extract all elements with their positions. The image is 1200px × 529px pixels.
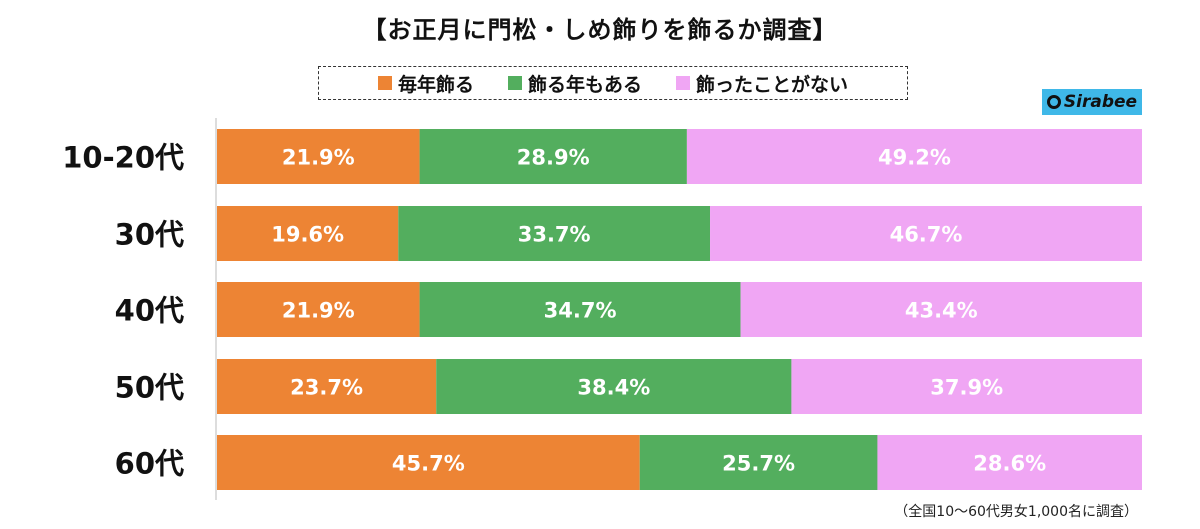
data-label: 23.7% xyxy=(290,376,363,400)
data-label: 49.2% xyxy=(878,146,951,170)
data-label: 38.4% xyxy=(577,376,650,400)
legend: 毎年飾る 飾る年もある 飾ったことがない xyxy=(318,66,908,100)
legend-swatch-some-years xyxy=(507,76,522,90)
data-label: 34.7% xyxy=(544,299,617,323)
bar-segment xyxy=(398,206,711,261)
data-label: 33.7% xyxy=(518,223,591,247)
data-label: 28.9% xyxy=(517,146,590,170)
category-label: 50代 xyxy=(115,371,184,405)
bar-segment xyxy=(419,129,687,184)
data-label: 21.9% xyxy=(282,146,355,170)
sirabee-logo-text: Sirabee xyxy=(1063,92,1138,112)
data-label: 21.9% xyxy=(282,299,355,323)
data-label: 25.7% xyxy=(722,452,795,476)
bar-segment xyxy=(217,435,640,490)
legend-item-every-year: 毎年飾る xyxy=(377,70,474,97)
category-label: 40代 xyxy=(115,294,184,328)
legend-item-some-years: 飾る年もある xyxy=(507,70,642,97)
bar-segment xyxy=(436,359,792,414)
bar-segment xyxy=(217,282,420,337)
category-label: 30代 xyxy=(115,218,184,252)
bar-segment xyxy=(419,282,741,337)
legend-swatch-never xyxy=(676,76,690,90)
data-label: 43.4% xyxy=(905,299,978,323)
bar-segment xyxy=(740,282,1142,337)
sirabee-logo: Sirabee xyxy=(1042,89,1142,115)
bar-segment xyxy=(791,359,1142,414)
legend-item-never: 飾ったことがない xyxy=(676,70,848,97)
data-label: 45.7% xyxy=(392,452,465,476)
legend-swatch-every-year xyxy=(377,76,392,90)
category-label: 60代 xyxy=(115,447,184,481)
bar-segment xyxy=(639,435,878,490)
data-label: 19.6% xyxy=(271,223,344,247)
bar-segment xyxy=(217,129,420,184)
sirabee-logo-icon xyxy=(1046,95,1061,109)
bar-segment xyxy=(217,206,399,261)
data-label: 28.6% xyxy=(973,452,1046,476)
legend-label-some-years: 飾る年もある xyxy=(527,73,642,96)
bar-segment xyxy=(686,129,1142,184)
legend-label-never: 飾ったことがない xyxy=(696,73,849,96)
bar-segment xyxy=(217,359,437,414)
data-label: 37.9% xyxy=(930,376,1003,400)
category-label: 10-20代 xyxy=(62,141,184,175)
data-label: 46.7% xyxy=(890,223,963,247)
chart-title: 【お正月に門松・しめ飾りを飾るか調査】 xyxy=(362,16,838,44)
bar-segment xyxy=(877,435,1142,490)
legend-label-every-year: 毎年飾る xyxy=(397,73,474,96)
bar-segment xyxy=(710,206,1142,261)
survey-note: （全国10〜60代男女1,000名に調査） xyxy=(894,504,1138,520)
